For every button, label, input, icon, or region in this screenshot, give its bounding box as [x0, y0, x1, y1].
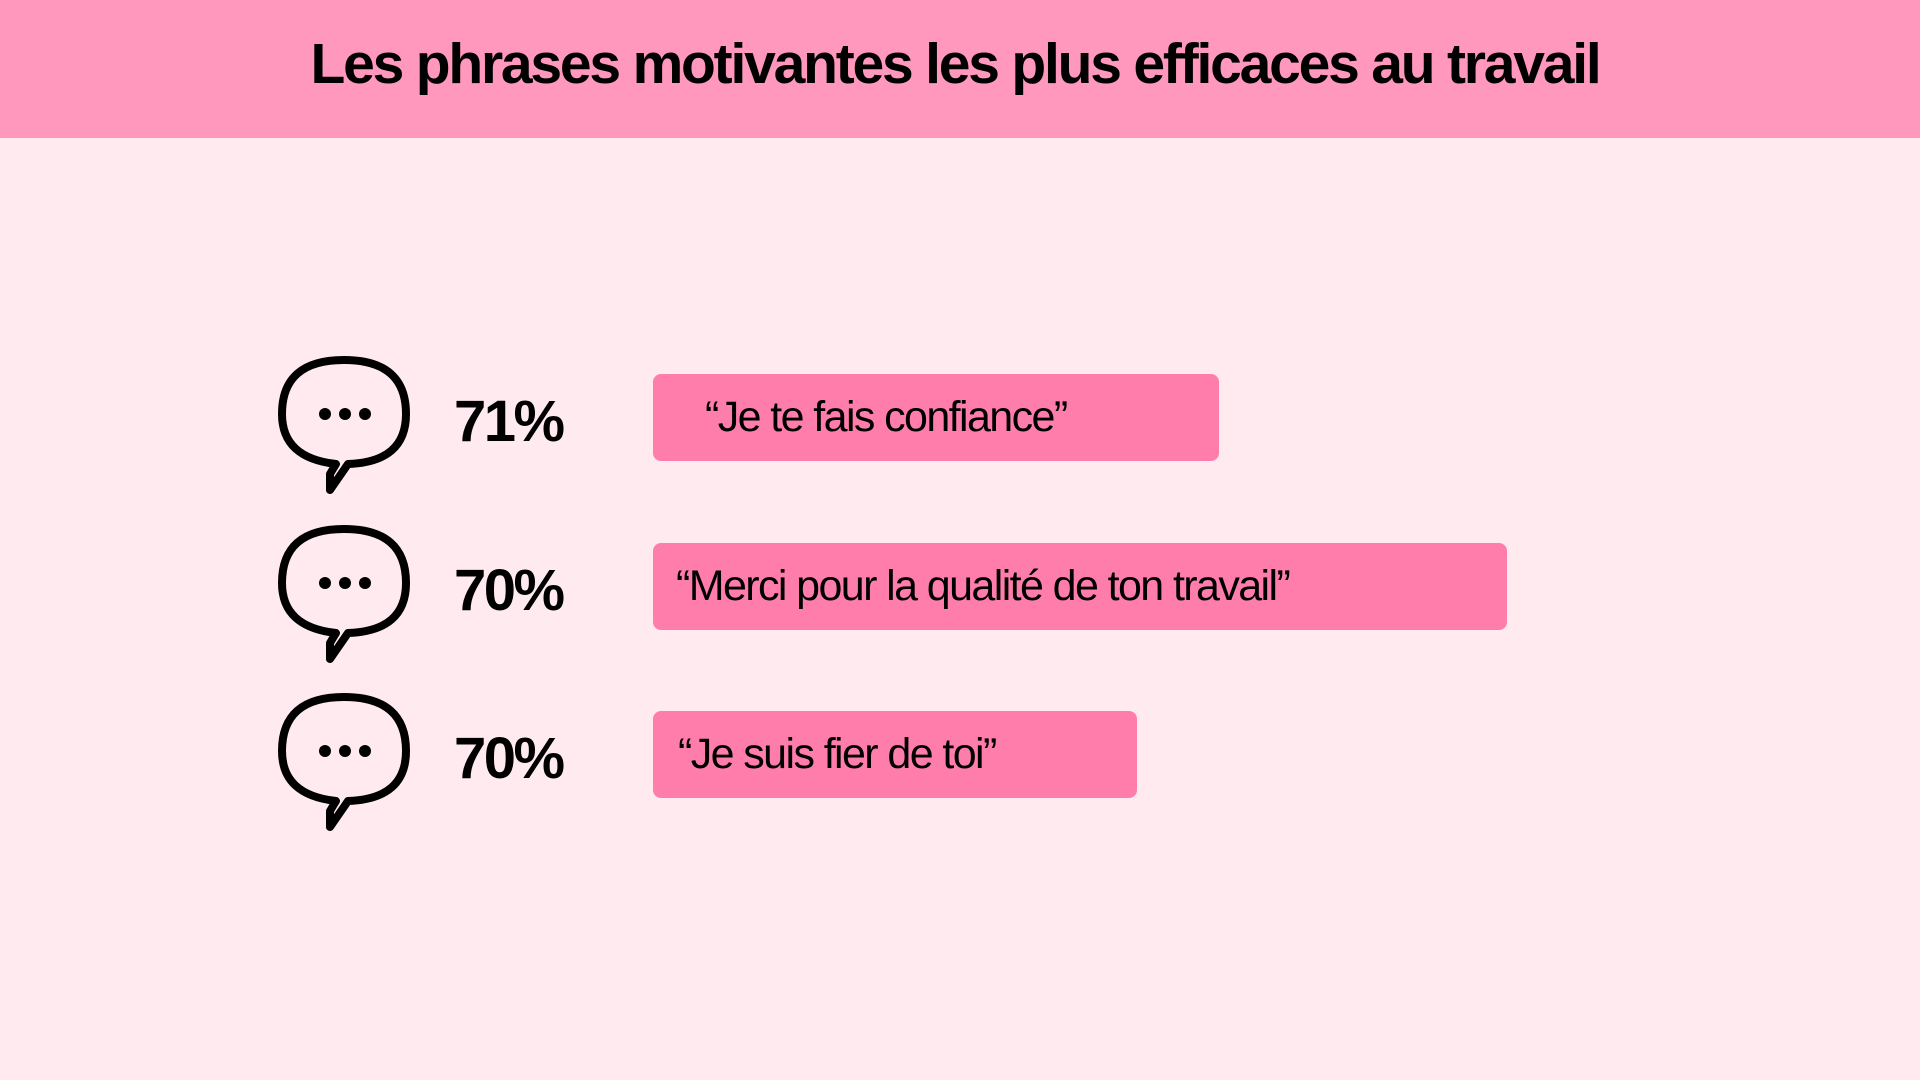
- phrase-text: “Je suis fier de toi”: [678, 730, 997, 778]
- speech-bubble-icon: [278, 691, 414, 831]
- percent-value: 71%: [454, 389, 565, 454]
- phrase-bar: “Je te fais confiance”: [653, 374, 1219, 461]
- phrase-row: 70% “Je suis fier de toi”: [0, 691, 1920, 831]
- phrase-text: “Merci pour la qualité de ton travail”: [676, 562, 1291, 610]
- speech-bubble-icon: [278, 523, 414, 663]
- phrase-bar: “Merci pour la qualité de ton travail”: [653, 543, 1507, 630]
- speech-bubble-icon: [278, 354, 414, 494]
- page-title: Les phrases motivantes les plus efficace…: [310, 32, 1601, 96]
- percent-value: 70%: [454, 558, 565, 623]
- phrase-row: 70% “Merci pour la qualité de ton travai…: [0, 523, 1920, 663]
- percent-value: 70%: [454, 726, 565, 791]
- header-banner: Les phrases motivantes les plus efficace…: [0, 0, 1920, 138]
- phrase-row: 71% “Je te fais confiance”: [0, 354, 1920, 494]
- phrase-text: “Je te fais confiance”: [705, 393, 1068, 441]
- phrase-bar: “Je suis fier de toi”: [653, 711, 1137, 798]
